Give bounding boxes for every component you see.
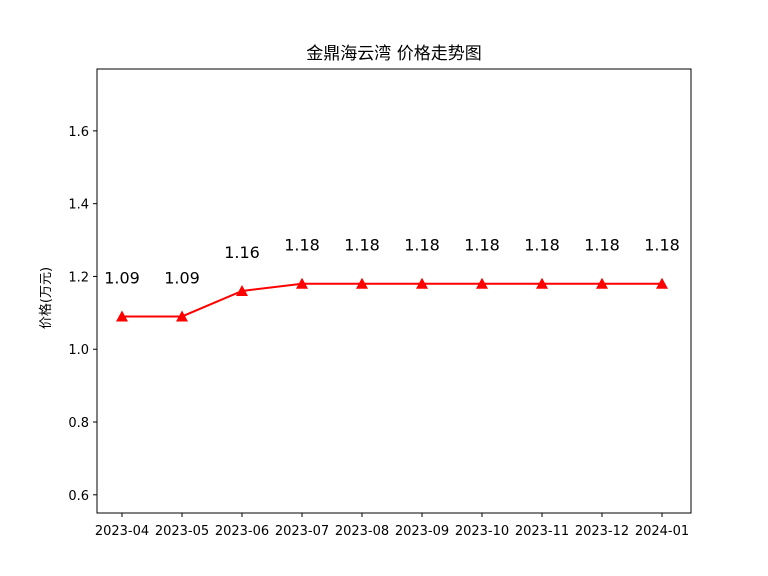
x-tick-label: 2023-12	[575, 524, 629, 539]
data-label: 1.18	[644, 236, 680, 255]
x-tick-label: 2023-06	[215, 524, 269, 539]
data-label: 1.16	[224, 243, 260, 262]
y-tick-label: 1.2	[68, 270, 89, 285]
data-point-marker	[176, 310, 188, 322]
data-point-marker	[536, 277, 548, 289]
data-label: 1.09	[164, 268, 200, 287]
series-line	[122, 282, 662, 318]
data-point-marker	[476, 277, 488, 289]
data-point-marker	[596, 277, 608, 289]
data-point-marker	[236, 285, 248, 296]
data-label: 1.18	[284, 236, 320, 255]
x-tick-label: 2023-10	[455, 524, 509, 539]
y-tick-label: 0.8	[68, 416, 89, 431]
x-tick-label: 2024-01	[635, 524, 689, 539]
data-label: 1.18	[464, 236, 500, 255]
data-point-marker	[296, 277, 308, 289]
x-tick-label: 2023-05	[155, 524, 209, 539]
data-point-marker	[656, 277, 668, 289]
data-point-marker	[116, 310, 128, 322]
data-point-marker	[416, 277, 428, 289]
y-tick-label: 0.6	[68, 489, 89, 504]
ticks-layer: 0.6 0.8 1.0 1.2 1.4 1.6 2023-04 2023-05 2023-06 2…	[68, 125, 689, 539]
x-tick-label: 2023-07	[275, 524, 329, 539]
series-layer	[116, 277, 668, 322]
y-tick-label: 1.4	[68, 198, 89, 213]
y-axis-label: 价格(万元)	[38, 267, 54, 329]
x-tick-label: 2023-11	[515, 524, 569, 539]
plot-frame	[96, 68, 692, 514]
x-tick-label: 2023-04	[95, 524, 149, 539]
x-tick-label: 2023-08	[335, 524, 389, 539]
data-label: 1.18	[524, 236, 560, 255]
data-label: 1.18	[584, 236, 620, 255]
data-label: 1.09	[104, 268, 140, 287]
y-tick-label: 1.6	[68, 125, 89, 140]
data-point-marker	[356, 277, 368, 289]
y-tick-label: 1.0	[68, 343, 89, 358]
data-labels-layer: 1.09 1.09 1.16 1.18 1.18 1.18 1.18 1.18 1.18 1.18	[104, 236, 680, 288]
x-tick-label: 2023-09	[395, 524, 449, 539]
data-label: 1.18	[404, 236, 440, 255]
data-label: 1.18	[344, 236, 380, 255]
chart-title: 金鼎海云湾 价格走势图	[306, 44, 481, 64]
